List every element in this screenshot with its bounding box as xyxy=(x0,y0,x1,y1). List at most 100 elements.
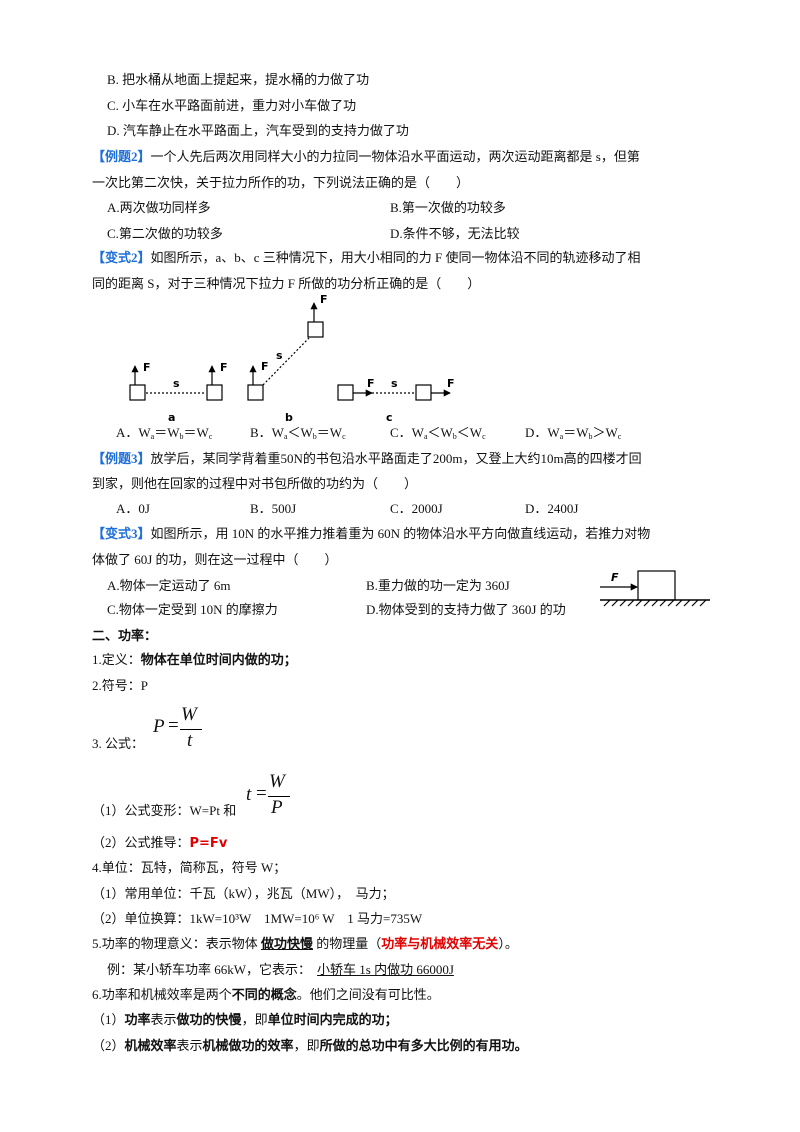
option: A.两次做功同样多 xyxy=(107,200,211,215)
question-stem: 一次比第二次快，关于拉力所作的功，下列说法正确的是（ ） xyxy=(92,175,470,190)
derivation: （2）公式推导：P=Fv xyxy=(92,834,227,853)
option: C．2000J xyxy=(390,501,443,516)
force-label: F xyxy=(143,361,151,374)
question-tag: 【例题3】 xyxy=(92,451,151,466)
meaning: 5.功率的物理意义：表示物体 做功快慢 的物理量（功率与机械效率无关）。 xyxy=(92,935,518,953)
question-stem: 放学后，某同学背着重50N的书包沿水平路面走了200m，又登上大约10m高的四楼… xyxy=(150,451,642,466)
symbol: 2.符号：P xyxy=(92,678,148,693)
keyword: 机械效率 xyxy=(124,1038,177,1053)
distance-label: s xyxy=(173,377,180,390)
text: B．W xyxy=(250,425,284,440)
option: C. 小车在水平路面前进，重力对小车做了功 xyxy=(107,98,357,113)
formula-eq: = xyxy=(168,715,179,736)
text: ＝W xyxy=(154,425,180,440)
keyword: 不同的概念 xyxy=(231,987,297,1002)
formula-lhs: P xyxy=(153,716,165,737)
unit-line: （2）单位换算：1kW=10³W 1MW=10⁶ W 1 马力=735W xyxy=(92,911,423,926)
question: 【变式3】如图所示，用 10N 的水平推力推着重为 60N 的物体沿水平方向做直… xyxy=(92,525,650,543)
subscript: b xyxy=(312,432,317,441)
example-line: 例：某小轿车功率 66kW，它表示： 小轿车 1s 内做功 66000J xyxy=(107,961,454,979)
option: B.第一次做的功较多 xyxy=(390,200,506,215)
option: D．Wa＝Wb＞Wc xyxy=(525,424,621,446)
question-tag: 【变式3】 xyxy=(92,526,151,541)
text: ＞W xyxy=(592,425,618,440)
subscript: a xyxy=(559,432,564,441)
option: A．0J xyxy=(116,501,150,516)
subscript: b xyxy=(588,432,593,441)
case-label: c xyxy=(386,411,393,424)
distance-label: s xyxy=(276,349,283,362)
option: D．2400J xyxy=(525,501,579,516)
formula-lhs: t xyxy=(246,784,252,805)
option: C.物体一定受到 10N 的摩擦力 xyxy=(107,602,278,617)
formula-num: W xyxy=(269,771,285,792)
force-label: F xyxy=(320,293,328,306)
text: （2） xyxy=(92,1038,125,1053)
question-stem: 同的距离 S，对于三种情况下拉力 F 所做的功分析正确的是（ ） xyxy=(92,276,481,291)
answer: 小轿车 1s 内做功 66000J xyxy=(317,962,454,977)
text: ）。 xyxy=(498,936,518,951)
option: B．500J xyxy=(250,501,297,516)
text: 5.功率的物理意义：表示物体 xyxy=(92,936,262,951)
option: B．Wa＜Wb＝Wc xyxy=(250,424,346,446)
label: 1.定义： xyxy=(92,652,141,667)
text: 表示 xyxy=(150,1012,177,1027)
option: D. 汽车静止在水平路面上，汽车受到的支持力做了功 xyxy=(107,123,409,138)
keyword: 做功快慢 xyxy=(261,936,314,951)
option: D.物体受到的支持力做了 360J 的功 xyxy=(366,602,566,617)
force-label: F xyxy=(367,377,375,390)
note: 功率与机械效率无关 xyxy=(381,936,499,951)
keyword: 机械做功的效率 xyxy=(202,1038,294,1053)
text: D．W xyxy=(525,425,560,440)
question-stem: 体做了 60J 的功，则在这一过程中（ ） xyxy=(92,552,338,567)
force-label: F xyxy=(611,571,619,584)
option: C.第二次做的功较多 xyxy=(107,226,223,241)
figure-c xyxy=(337,384,451,401)
text: ＝W xyxy=(563,425,589,440)
text: 表示 xyxy=(176,1038,203,1053)
distance-label: s xyxy=(391,377,398,390)
force-label: F xyxy=(261,360,269,373)
subscript: c xyxy=(482,432,486,441)
keyword: 单位时间内完成的功； xyxy=(267,1012,398,1027)
point: （2）机械效率表示机械做功的效率，即所做的总功中有多大比例的有用功。 xyxy=(92,1037,528,1055)
text: ＝W xyxy=(316,425,343,440)
subscript: b xyxy=(179,432,184,441)
formula-label: 3. 公式： xyxy=(92,736,145,751)
case-label: a xyxy=(168,411,175,424)
question: 【变式2】如图所示，a、b、c 三种情况下，用大小相同的力 F 使同一物体沿不同… xyxy=(92,249,641,267)
question-tag: 【变式2】 xyxy=(92,250,151,265)
text: 。他们之间没有可比性。 xyxy=(296,987,440,1002)
fraction-bar xyxy=(268,796,290,797)
compare: 6.功率和机械效率是两个不同的概念。他们之间没有可比性。 xyxy=(92,986,440,1004)
subscript: c xyxy=(617,432,622,441)
text: ＜W xyxy=(427,425,453,440)
question-stem: 到家，则他在回家的过程中对书包所做的功约为（ ） xyxy=(92,476,418,491)
question: 【例题2】一个人先后两次用同样大小的力拉同一物体沿水平面运动，两次运动距离都是 … xyxy=(92,148,640,166)
definition-text: 物体在单位时间内做的功； xyxy=(140,652,297,667)
text: ，即 xyxy=(241,1012,268,1027)
figure-b xyxy=(247,302,324,401)
text: 的物理量（ xyxy=(313,936,382,951)
option: A．Wa＝Wb＝Wc xyxy=(116,424,212,446)
unit-line: 4.单位：瓦特，简称瓦，符号 W； xyxy=(92,860,287,875)
question-stem: 如图所示，a、b、c 三种情况下，用大小相同的力 F 使同一物体沿不同的轨迹移动… xyxy=(150,250,641,265)
subscript: c xyxy=(208,432,213,441)
subscript: a xyxy=(283,432,288,441)
text: A．W xyxy=(116,425,151,440)
figure-push xyxy=(600,570,710,607)
definition: 1.定义：物体在单位时间内做的功； xyxy=(92,651,297,669)
question: 【例题3】放学后，某同学背着重50N的书包沿水平路面走了200m，又登上大约10… xyxy=(92,450,642,468)
subscript: c xyxy=(342,432,346,441)
option: D.条件不够，无法比较 xyxy=(390,226,520,241)
text: ＜W xyxy=(456,425,483,440)
derivation-formula: P=Fv xyxy=(189,836,228,851)
formula-eq: = xyxy=(256,783,267,804)
force-label: F xyxy=(220,361,228,374)
text: 例：某小轿车功率 66kW，它表示： xyxy=(107,962,312,977)
force-label: F xyxy=(447,377,455,390)
formula-den: P xyxy=(271,797,283,818)
keyword: 做功的快慢 xyxy=(176,1012,242,1027)
case-label: b xyxy=(285,411,293,424)
